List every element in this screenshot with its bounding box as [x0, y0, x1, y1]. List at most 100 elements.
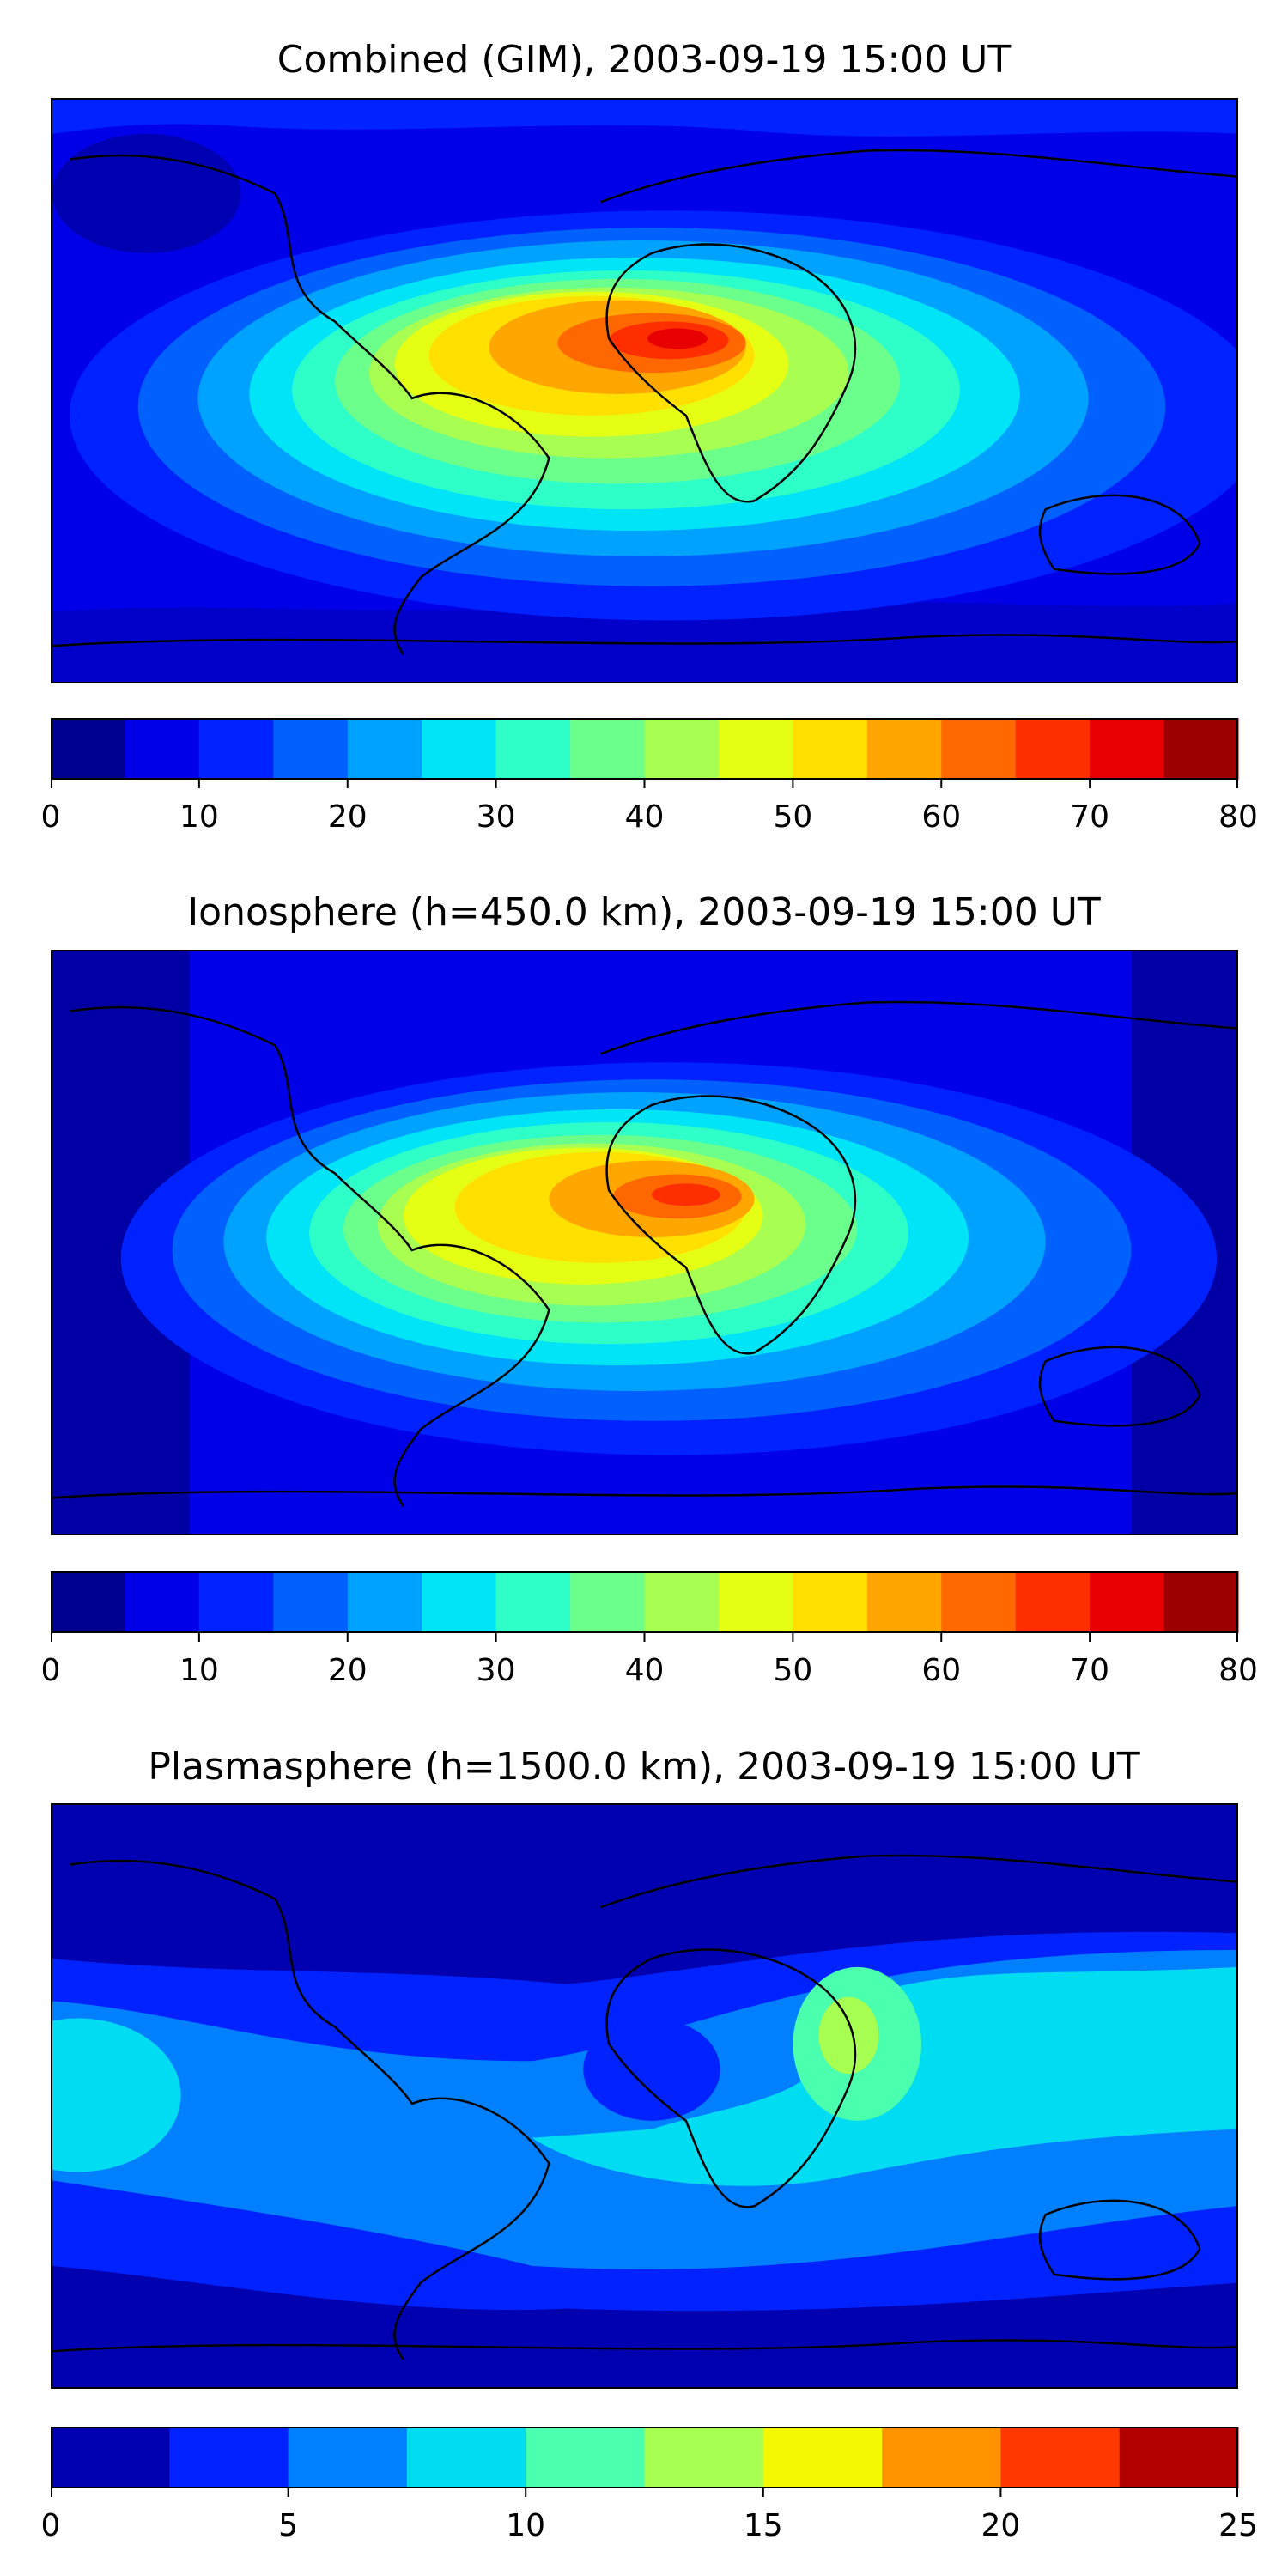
colorbar-segment: [125, 718, 200, 780]
colorbar-segment: [1163, 1571, 1239, 1633]
colorbar-segment: [1015, 718, 1091, 780]
colorbar-segment: [198, 718, 274, 780]
africa-coastline: [605, 243, 857, 503]
colorbar-segment: [273, 1571, 349, 1633]
colorbar-segment: [51, 718, 125, 780]
colorbar-segment: [169, 2427, 289, 2488]
colorbar-tick-label: 40: [624, 799, 665, 835]
colorbar-tick-label: 10: [179, 799, 219, 835]
colorbar-segment: [644, 2427, 764, 2488]
colorbar-segment: [1000, 2427, 1121, 2488]
colorbar-tick-label: 70: [1070, 799, 1110, 835]
colorbar-tick-label: 0: [40, 1653, 61, 1688]
colorbar-segment: [1090, 1571, 1165, 1633]
colorbar-tick-label: 80: [1218, 799, 1258, 835]
tec-high-latitude-band: [52, 100, 1236, 137]
colorbar-segment: [495, 1571, 571, 1633]
americas-coastline: [69, 1005, 550, 1507]
colorbar-segment: [570, 718, 645, 780]
colorbar-segment: [762, 2427, 883, 2488]
coastlines: [52, 149, 1236, 655]
colorbar-segment: [347, 1571, 422, 1633]
colorbar-segment: [941, 1571, 1017, 1633]
colorbar-tick-label: 50: [773, 799, 813, 835]
colorbar-tick-label: 60: [921, 1653, 962, 1688]
colorbar-segment: [495, 718, 571, 780]
tec-low-region: [52, 133, 241, 253]
colorbar-segment: [288, 2427, 408, 2488]
colorbar-segment: [1090, 718, 1165, 780]
colorbar-segment: [1163, 718, 1239, 780]
africa-coastline: [605, 1948, 857, 2208]
ionosphere-colorbar-ticks: 0 10 20 30 40 50 60 70 80: [41, 1652, 1258, 1704]
colorbar-segment: [526, 2427, 645, 2488]
colorbar-segment: [570, 1571, 645, 1633]
colorbar-segment: [644, 1571, 720, 1633]
colorbar-tick-label: 5: [278, 2508, 299, 2543]
ionosphere-map: [51, 950, 1238, 1535]
colorbar-segment: [51, 1571, 125, 1633]
colorbar-tick-label: 10: [179, 1653, 219, 1688]
colorbar-border: [51, 718, 1238, 780]
colorbar-tick-label: 20: [981, 2508, 1021, 2543]
colorbar-segment: [941, 718, 1017, 780]
colorbar-border: [51, 2427, 1238, 2488]
colorbar-tick-label: 15: [743, 2508, 783, 2543]
colorbar-border: [51, 1571, 1238, 1633]
combined-gim-title: Combined (GIM), 2003-09-19 15:00 UT: [276, 38, 1012, 82]
eurasia-coastline: [599, 1854, 1236, 1909]
americas-coastline: [69, 154, 550, 655]
tec-contour-75: [647, 328, 708, 349]
combined-gim-contour-plot: [52, 100, 1236, 682]
tec-contour-7-5-west: [52, 2018, 181, 2172]
ionosphere-title: Ionosphere (h=450.0 km), 2003-09-19 15:0…: [187, 890, 1101, 934]
colorbar-tick-label: 70: [1070, 1653, 1110, 1688]
australia-coastline: [1038, 494, 1201, 575]
antarctica-coastline: [52, 634, 1236, 647]
colorbar-segment: [793, 1571, 868, 1633]
plasmasphere-colorbar-ticks: 0 5 10 15 20 25: [41, 2507, 1258, 2559]
antarctica-coastline: [52, 1485, 1236, 1499]
eurasia-coastline: [599, 1000, 1236, 1055]
plasmasphere-title: Plasmasphere (h=1500.0 km), 2003-09-19 1…: [148, 1745, 1140, 1789]
colorbar-tick-label: 0: [40, 2508, 61, 2543]
colorbar-segment: [718, 1571, 793, 1633]
colorbar-tick-label: 30: [476, 799, 516, 835]
colorbar-segment: [125, 1571, 200, 1633]
colorbar-tick-label: 10: [506, 2508, 546, 2543]
colorbar-segment: [718, 718, 793, 780]
colorbar-tick-label: 80: [1218, 1653, 1258, 1688]
colorbar-tick-label: 40: [624, 1653, 665, 1688]
colorbar-segment: [422, 1571, 497, 1633]
colorbar-segment: [347, 718, 422, 780]
colorbar-tick-label: 50: [773, 1653, 813, 1688]
ionosphere-contour-plot: [52, 951, 1236, 1534]
colorbar-segment: [51, 2427, 170, 2488]
colorbar-segment: [198, 1571, 274, 1633]
africa-coastline: [605, 1095, 857, 1355]
colorbar-segment: [406, 2427, 526, 2488]
colorbar-segment: [793, 718, 868, 780]
colorbar-tick-label: 20: [327, 799, 368, 835]
americas-coastline: [69, 1859, 550, 2360]
colorbar-segment: [422, 718, 497, 780]
colorbar-tick-label: 20: [327, 1653, 368, 1688]
australia-coastline: [1038, 1346, 1201, 1427]
tec-south-polar-band: [52, 600, 1236, 682]
combined-gim-colorbar-ticks: 0 10 20 30 40 50 60 70 80: [41, 799, 1258, 850]
colorbar-tick-label: 60: [921, 799, 962, 835]
tec-low-pocket: [583, 2018, 720, 2121]
tec-contour-70: [651, 1183, 720, 1206]
coastlines: [52, 1000, 1236, 1507]
colorbar-segment: [882, 2427, 1001, 2488]
colorbar-tick-label: 30: [476, 1653, 516, 1688]
colorbar-tick-label: 25: [1218, 2508, 1258, 2543]
combined-gim-map: [51, 98, 1238, 683]
colorbar-segment: [866, 718, 942, 780]
colorbar-tick-label: 0: [40, 799, 61, 835]
colorbar-segment: [1015, 1571, 1091, 1633]
plasmasphere-map: [51, 1803, 1238, 2389]
colorbar-segment: [866, 1571, 942, 1633]
plasmasphere-contour-plot: [52, 1805, 1236, 2387]
colorbar-segment: [644, 718, 720, 780]
